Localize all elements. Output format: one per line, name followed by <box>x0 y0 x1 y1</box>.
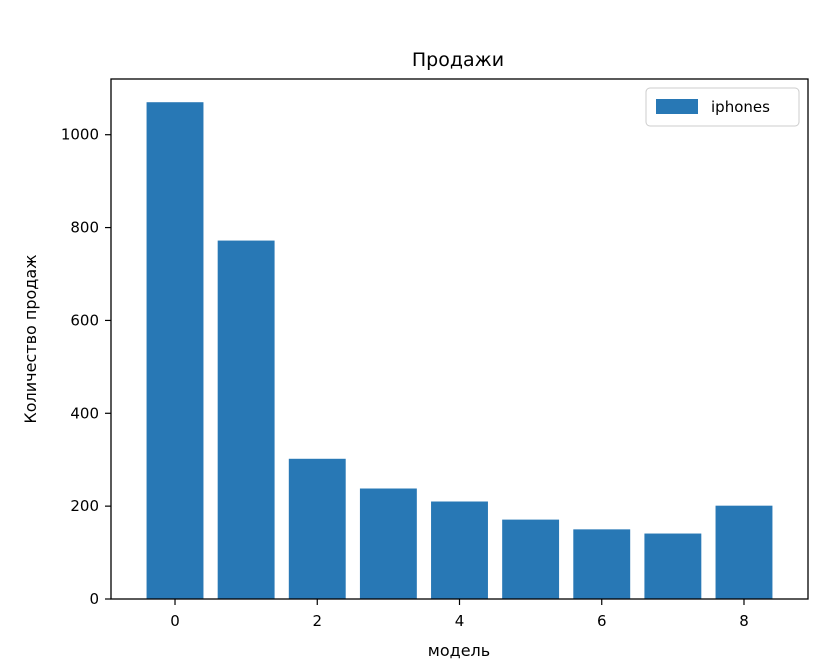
bars-group <box>146 102 773 600</box>
y-tick-label: 0 <box>89 590 99 608</box>
x-tick-label: 6 <box>597 612 607 630</box>
x-tick-label: 0 <box>170 612 180 630</box>
bar-0 <box>146 102 204 599</box>
legend-swatch <box>656 99 698 114</box>
legend-label: iphones <box>711 98 770 116</box>
legend-box <box>645 87 800 127</box>
y-axis-label: Количество продаж <box>21 254 40 423</box>
bar-7 <box>644 533 702 599</box>
bar-8 <box>715 505 773 599</box>
y-tick-label: 200 <box>70 497 99 515</box>
bar-3 <box>359 488 417 599</box>
chart-title: Продажи <box>412 49 504 71</box>
x-axis-ticks: 0 2 4 6 8 <box>170 599 749 630</box>
y-tick-label: 800 <box>70 219 99 237</box>
bar-2 <box>288 458 346 599</box>
legend: iphones <box>645 87 800 127</box>
x-axis-label: модель <box>428 641 490 660</box>
bar-5 <box>502 519 560 599</box>
bar-4 <box>431 501 488 599</box>
x-tick-label: 8 <box>739 612 749 630</box>
bar-1 <box>217 240 275 600</box>
y-tick-label: 600 <box>70 311 99 329</box>
x-tick-label: 4 <box>455 612 465 630</box>
bar-6 <box>573 529 631 599</box>
x-tick-label: 2 <box>312 612 322 630</box>
y-axis-ticks: 0 200 400 600 800 1000 <box>61 126 111 608</box>
y-tick-label: 1000 <box>61 126 99 144</box>
y-tick-label: 400 <box>70 404 99 422</box>
